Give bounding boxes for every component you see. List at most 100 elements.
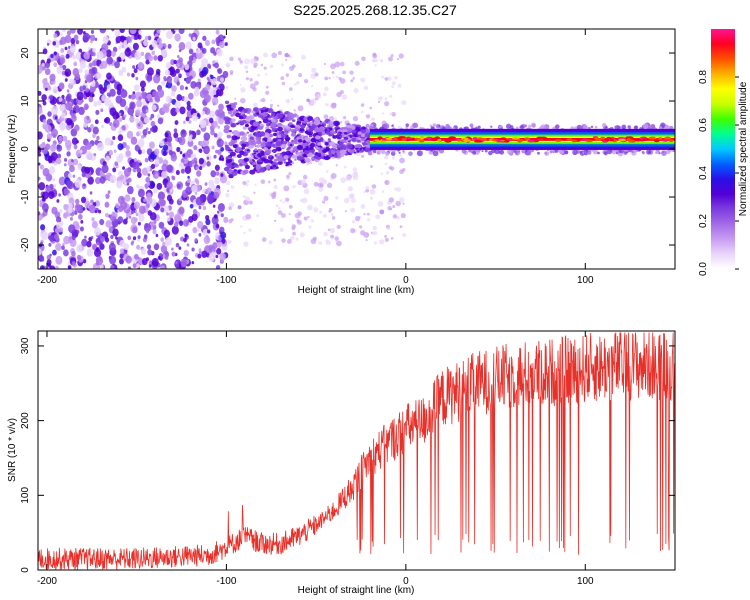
spectrogram-cell (261, 237, 267, 242)
spectrogram-cell (42, 119, 47, 124)
spectrogram-cell (118, 117, 123, 123)
spectrogram-cell (176, 94, 183, 102)
y-tick-label: -10 (20, 189, 31, 204)
spectrogram-ylabel: Frequency (Hz) (7, 115, 18, 184)
spectrogram-cell (327, 138, 331, 141)
spectrogram-cell (63, 203, 69, 211)
spectrogram-cell (208, 244, 214, 251)
spectrogram-cell (331, 144, 338, 149)
spectrogram-cell (96, 51, 104, 61)
spectrogram-cell (105, 212, 109, 218)
spectrogram-cell (205, 218, 211, 226)
signal-peak (444, 139, 452, 143)
spectrogram-cell (256, 214, 260, 218)
spectrogram-cell (384, 162, 388, 166)
spectrogram-cell (76, 229, 80, 234)
spectrogram-cell (180, 236, 185, 242)
spectrogram-cell (67, 172, 73, 179)
spectrogram-cell (64, 139, 72, 149)
spectrogram-cell (166, 181, 173, 190)
spectrogram-cell (86, 240, 92, 248)
spectrogram-cell (143, 223, 152, 233)
spectrogram-cell (128, 94, 132, 99)
spectrogram-cell (650, 123, 656, 129)
spectrogram-cell (597, 151, 600, 155)
spectrogram-cell (191, 185, 198, 193)
spectrogram-cell (215, 171, 220, 176)
spectrogram-cell (118, 69, 124, 76)
spectrogram-cell (62, 135, 68, 142)
spectrogram-cell (282, 133, 287, 138)
spectrogram-cell (202, 228, 209, 237)
spectrogram-cell (323, 146, 326, 149)
spectrogram-cell (149, 127, 154, 132)
spectrogram-cell (90, 29, 95, 34)
spectrogram-cell (137, 235, 141, 240)
spectrogram-cell (275, 162, 279, 166)
spectrogram-cell (281, 81, 286, 86)
spectrogram-cell (93, 153, 97, 157)
spectrogram-cell (348, 142, 351, 145)
spectrogram-cell (163, 229, 170, 238)
spectrogram-cell (313, 207, 319, 213)
spectrogram-cell (108, 242, 116, 252)
spectrogram-cell (360, 110, 364, 114)
spectrogram-cell (59, 65, 63, 69)
signal-peak (609, 138, 614, 142)
spectrogram-cell (191, 112, 199, 122)
spectrogram-cell (335, 196, 339, 200)
spectrogram-cell (267, 117, 272, 121)
spectrogram-cell (327, 228, 331, 232)
spectrogram-cell (267, 138, 272, 143)
spectrogram-cell (378, 96, 383, 102)
spectrogram-cell (242, 162, 247, 167)
spectrogram-cell (182, 219, 189, 227)
spectrogram-cell (298, 139, 303, 143)
spectrogram-cell (310, 130, 313, 133)
spectrogram-cell (156, 114, 161, 119)
spectrogram-cell (65, 53, 70, 59)
signal-peak (653, 139, 660, 143)
spectrogram-cell (207, 79, 211, 83)
spectrogram-cell (99, 29, 107, 34)
spectrogram-cell (156, 182, 163, 190)
spectrogram-cell (330, 150, 336, 155)
spectrogram-cell (634, 125, 638, 129)
spectrogram-cell (52, 177, 56, 182)
spectrogram-cell (51, 105, 59, 115)
spectrogram-cell (343, 131, 348, 135)
spectrogram-cell (246, 111, 251, 114)
spectrogram-cell (42, 191, 49, 200)
spectrogram-cell (77, 164, 82, 171)
spectrogram-cell (122, 166, 125, 170)
spectrogram-cell (179, 151, 183, 155)
spectrogram-cell (215, 29, 220, 35)
spectrogram-cell (346, 144, 353, 150)
spectrogram-cell (220, 77, 225, 83)
spectrogram-cell (239, 84, 242, 87)
spectrogram-cell (150, 163, 156, 170)
spectrogram-cell (231, 135, 238, 141)
signal-peak (536, 136, 544, 140)
spectrogram-cell (519, 124, 524, 129)
spectrogram-cell (507, 123, 511, 127)
spectrogram-cell (231, 104, 237, 109)
spectrogram-cell (330, 234, 335, 239)
spectrogram-cell (82, 31, 86, 35)
spectrogram-cell (525, 149, 528, 153)
spectrogram-cell (356, 150, 360, 153)
spectrogram-cell (301, 54, 306, 60)
spectrogram-cell (226, 104, 232, 109)
spectrogram-cell (288, 213, 291, 216)
spectrogram-cell (38, 255, 45, 262)
spectrogram-cell (125, 178, 130, 183)
spectrogram-cell (168, 78, 172, 84)
spectrogram-cell (126, 72, 131, 77)
spectrogram-cell (115, 202, 120, 209)
spectrogram-cell (192, 36, 196, 41)
spectrogram-cell (175, 107, 180, 113)
spectrogram-cell (302, 140, 307, 144)
spectrogram-cell (350, 197, 356, 204)
spectrogram-cell (69, 78, 75, 85)
spectrogram-cell (169, 67, 173, 72)
